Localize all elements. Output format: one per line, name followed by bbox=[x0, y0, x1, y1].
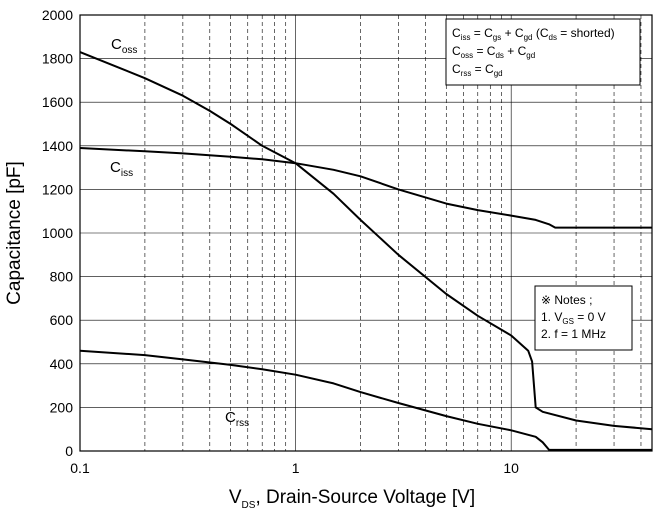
coss-label: Coss bbox=[111, 36, 137, 56]
series-line-crss bbox=[79, 349, 652, 451]
crss-label: Crss bbox=[225, 409, 249, 429]
y-tick-label: 1600 bbox=[42, 94, 73, 110]
y-tick-label: 400 bbox=[50, 356, 74, 372]
note-line: 2. f = 1 MHz bbox=[541, 327, 606, 341]
y-tick-label: 600 bbox=[50, 312, 74, 328]
y-tick-label: 1800 bbox=[42, 51, 73, 67]
legend-line: Crss = Cgd bbox=[452, 62, 503, 78]
y-tick-label: 800 bbox=[50, 269, 74, 285]
y-tick-label: 0 bbox=[65, 443, 73, 459]
x-tick-label: 0.1 bbox=[70, 460, 90, 476]
y-tick-label: 200 bbox=[50, 399, 74, 415]
x-tick-label: 10 bbox=[503, 460, 519, 476]
series-line-ciss bbox=[79, 147, 652, 229]
legend-line: Coss = Cds + Cgd bbox=[452, 44, 535, 60]
plot-frame bbox=[79, 14, 653, 452]
series-line-coss bbox=[79, 51, 653, 431]
note-line: ※ Notes ; bbox=[541, 293, 592, 307]
grid-lines bbox=[80, 15, 652, 451]
x-tick-label: 1 bbox=[292, 460, 300, 476]
legend-box: Ciss = Cgs + Cgd (Cds = shorted) Coss = C… bbox=[445, 18, 641, 86]
legend-line: Ciss = Cgs + Cgd (Cds = shorted) bbox=[452, 26, 615, 42]
ciss-label: Ciss bbox=[110, 159, 133, 179]
x-axis-title: VDS, Drain-Source Voltage [V] bbox=[229, 487, 475, 511]
note-line: 1. VGS = 0 V bbox=[541, 310, 606, 326]
y-tick-label: 1000 bbox=[42, 225, 73, 241]
y-tick-label: 2000 bbox=[42, 7, 73, 23]
y-axis-title: Capacitance [pF] bbox=[4, 161, 25, 305]
series-group bbox=[79, 51, 653, 451]
y-tick-label: 1200 bbox=[42, 181, 73, 197]
notes-box: ※ Notes ; 1. VGS = 0 V2. f = 1 MHz bbox=[534, 285, 633, 351]
y-tick-label: 1400 bbox=[42, 138, 73, 154]
tick-labels: 0 200 400 600 800 1000 1200 1400 1600 1800 2000 0.1… bbox=[42, 7, 519, 476]
